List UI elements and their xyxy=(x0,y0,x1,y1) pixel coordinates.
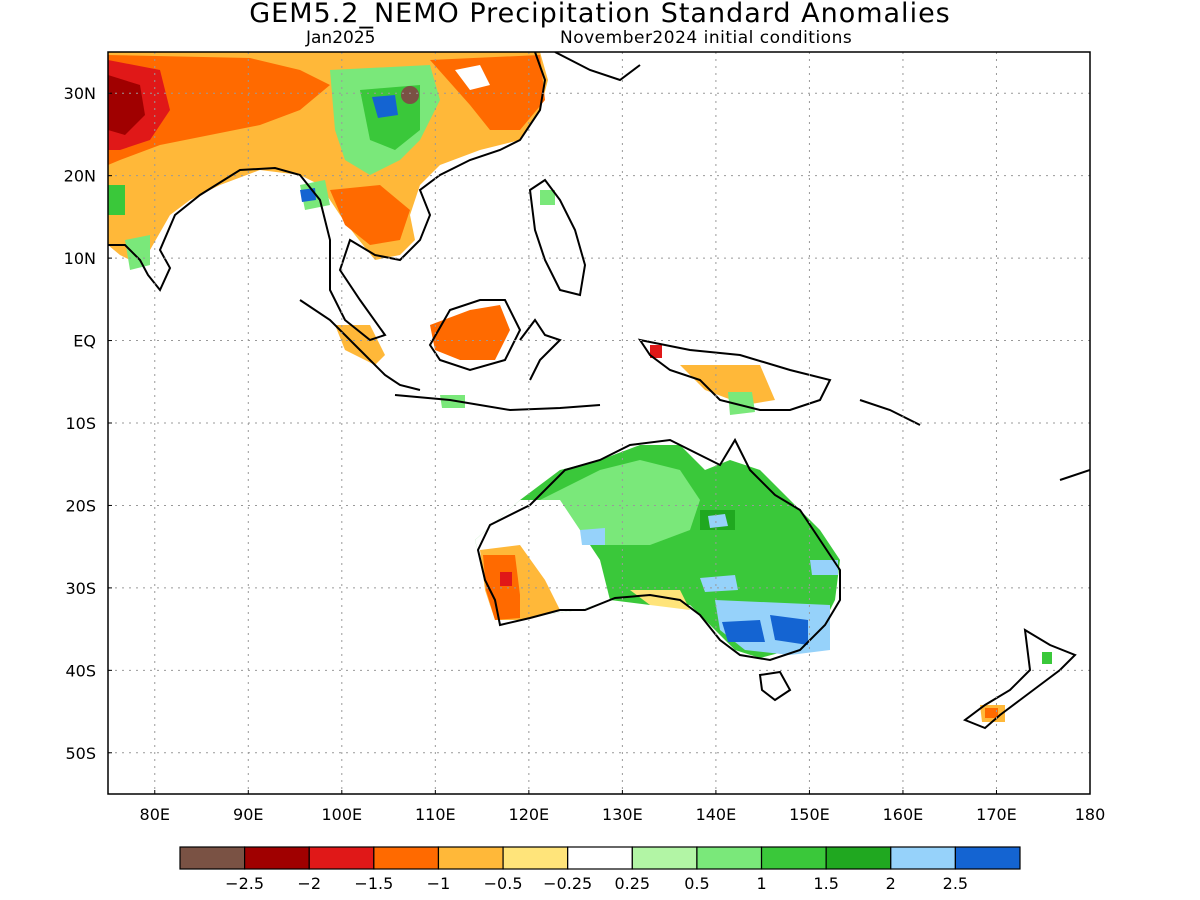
lat-tick-label: 20S xyxy=(65,496,96,515)
colorbar-swatch xyxy=(308,846,375,870)
colorbar-label: 2.5 xyxy=(943,874,968,893)
colorbar: −2.5 −2 −1.5 −1 −0.5 −0.25 0.25 0.5 1 1.5 2 2.5 xyxy=(179,846,1021,893)
lon-tick-label: 110E xyxy=(415,805,456,824)
map-grid xyxy=(108,52,1090,794)
lon-tick-label: 100E xyxy=(321,805,362,824)
lon-tick-label: 170E xyxy=(976,805,1017,824)
lon-tick-label: 150E xyxy=(789,805,830,824)
latitude-axis: 30N 20N 10N EQ 10S 20S 30S 40S 50S xyxy=(64,84,112,763)
colorbar-label: −2.5 xyxy=(225,874,264,893)
colorbar-label: −1 xyxy=(427,874,451,893)
colorbar-label: 2 xyxy=(886,874,896,893)
colorbar-swatch xyxy=(825,846,892,870)
map-title: GEM5.2_NEMO Precipitation Standard Anoma… xyxy=(249,0,951,29)
anomaly-shading xyxy=(108,52,1052,722)
colorbar-label: −0.25 xyxy=(543,874,592,893)
colorbar-swatch xyxy=(373,846,440,870)
lon-tick-label: 180 xyxy=(1075,805,1106,824)
colorbar-label: −2 xyxy=(297,874,321,893)
colorbar-swatch xyxy=(890,846,956,870)
colorbar-swatch xyxy=(631,846,698,870)
lon-tick-label: 160E xyxy=(883,805,924,824)
longitude-axis: 80E 90E 100E 110E 120E 130E 140E 150E 160E 170E 18… xyxy=(140,790,1106,824)
colorbar-swatch xyxy=(502,846,569,870)
colorbar-swatch xyxy=(954,846,1021,870)
lon-tick-label: 140E xyxy=(696,805,737,824)
colorbar-swatch xyxy=(567,846,633,870)
colorbar-swatch xyxy=(437,846,504,870)
colorbar-swatch xyxy=(696,846,763,870)
colorbar-swatch xyxy=(244,846,310,870)
lon-tick-label: 90E xyxy=(233,805,263,824)
colorbar-label: −0.5 xyxy=(484,874,523,893)
colorbar-label: 1.5 xyxy=(813,874,838,893)
lon-tick-label: 120E xyxy=(509,805,550,824)
lon-tick-label: 130E xyxy=(602,805,643,824)
initial-conditions-label: November2024 initial conditions xyxy=(560,28,853,48)
colorbar-label: 0.25 xyxy=(614,874,650,893)
colorbar-label: 0.5 xyxy=(684,874,709,893)
lon-tick-label: 80E xyxy=(140,805,170,824)
colorbar-label: 1 xyxy=(756,874,766,893)
lat-tick-label: 50S xyxy=(65,744,96,763)
colorbar-swatch xyxy=(760,846,827,870)
lat-tick-label: 40S xyxy=(65,661,96,680)
forecast-month: Jan2025 xyxy=(306,28,376,48)
lat-tick-label: 30N xyxy=(64,84,96,103)
coastlines xyxy=(108,52,1090,730)
lat-tick-label: 10N xyxy=(64,249,96,268)
lat-tick-label: EQ xyxy=(73,332,96,351)
lat-tick-label: 10S xyxy=(65,414,96,433)
lat-tick-label: 20N xyxy=(64,167,96,186)
colorbar-label: −1.5 xyxy=(354,874,393,893)
colorbar-swatch xyxy=(179,846,246,870)
lat-tick-label: 30S xyxy=(65,579,96,598)
